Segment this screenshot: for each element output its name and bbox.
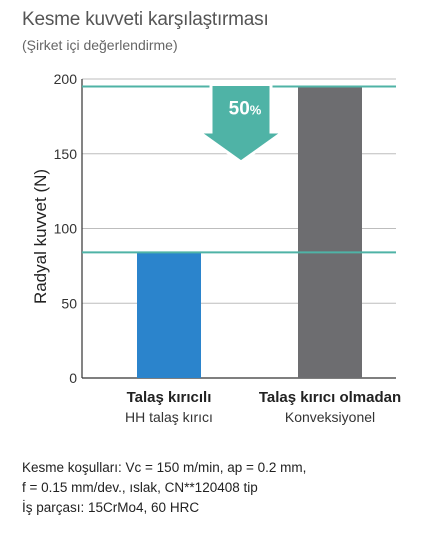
y-tick-label: 50 bbox=[61, 295, 77, 311]
bar bbox=[137, 252, 201, 378]
note-line: f = 0.15 mm/dev., ıslak, CN**120408 tip bbox=[22, 480, 258, 495]
chart-subtitle: (Şirket içi değerlendirme) bbox=[22, 37, 178, 53]
chart-title: Kesme kuvveti karşılaştırması bbox=[22, 9, 269, 30]
y-axis-label: Radyal kuvvet (N) bbox=[31, 169, 50, 304]
bar bbox=[298, 86, 362, 378]
x-category-label: Talaş kırıcı olmadan bbox=[259, 389, 401, 406]
x-category-sublabel: Konveksiyonel bbox=[285, 409, 375, 425]
x-category-label: Talaş kırıcılı bbox=[127, 389, 212, 406]
y-tick-label: 150 bbox=[54, 146, 78, 162]
y-tick-label: 100 bbox=[54, 221, 78, 237]
y-tick-label: 200 bbox=[54, 71, 78, 87]
cutting-conditions-notes: Kesme koşulları: Vc = 150 m/min, ap = 0.… bbox=[22, 458, 306, 518]
note-line: Kesme koşulları: Vc = 150 m/min, ap = 0.… bbox=[22, 460, 307, 475]
reduction-arrow bbox=[194, 82, 288, 164]
note-line: İş parçası: 15CrMo4, 60 HRC bbox=[22, 500, 200, 515]
reduction-percent-label: 50% bbox=[229, 98, 262, 119]
x-category-sublabel: HH talaş kırıcı bbox=[125, 409, 213, 425]
y-tick-label: 0 bbox=[69, 370, 77, 386]
